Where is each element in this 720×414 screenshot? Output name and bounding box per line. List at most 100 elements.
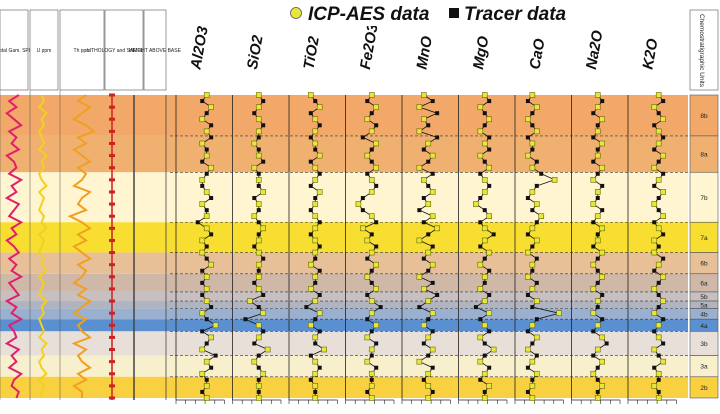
unit-cell-7a [689,221,719,253]
tracer-point-Al2O3 [200,183,205,188]
tracer-point-Fe2O3 [365,99,370,104]
icp-point-MgO [481,92,488,98]
tracer-point-Al2O3 [209,232,214,237]
icp-point-CaO [551,177,558,183]
tracer-point-MnO [417,305,422,310]
icp-point-TiO2 [312,249,319,256]
icp-point-MgO [486,213,493,219]
icp-point-Al2O3 [203,152,210,159]
icp-point-TiO2 [316,104,323,110]
icp-point-SiO2 [251,164,258,171]
icp-point-MnO [425,383,432,389]
icp-point-CaO [525,116,531,123]
icp-point-SiO2 [251,140,258,147]
log-header-box [0,9,29,91]
icp-point-CaO [533,334,540,341]
tracer-point-SiO2 [252,244,257,249]
unit-label-3a: 3a [700,364,708,371]
tracer-point-MnO [421,147,426,152]
tracer-point-Na2O [591,220,596,225]
icp-point-Fe2O3 [368,370,375,377]
icp-point-SiO2 [260,225,267,232]
icp-point-MgO [486,383,493,389]
icp-point-K2O [655,370,662,377]
icp-point-Al2O3 [203,189,210,195]
unit-band-3a [0,355,688,377]
tracer-point-Fe2O3 [365,389,370,394]
lithology-sample-marker [109,214,115,218]
tracer-point-Al2O3 [204,111,209,116]
icp-point-TiO2 [312,177,319,183]
icp-point-MgO [481,189,488,195]
tracer-point-TiO2 [308,183,313,188]
tracer-point-MnO [426,268,431,273]
icp-point-SiO2 [255,177,262,183]
legend-tracer-marker [449,8,459,18]
tracer-point-K2O [656,305,661,310]
icp-point-K2O [660,358,666,365]
tracer-point-MgO [482,341,487,346]
icp-point-Fe2O3 [364,116,371,123]
tracer-point-Al2O3 [200,280,205,285]
tracer-point-TiO2 [308,111,313,116]
gamma-log-thorium [67,94,97,398]
tracer-point-MnO [421,256,426,261]
tracer-point-MnO [430,99,435,104]
tracer-point-Fe2O3 [374,365,379,370]
icp-point-Fe2O3 [373,140,380,147]
tracer-point-TiO2 [313,99,318,104]
icp-point-Na2O [590,370,597,377]
icp-point-Fe2O3 [364,152,371,159]
lithology-sample-marker [109,299,115,303]
icp-point-CaO [529,286,536,292]
lithology-sample-marker [109,348,115,352]
icp-point-MnO [420,322,427,329]
icp-point-K2O [651,249,658,256]
icp-point-CaO [533,128,540,135]
icp-point-MnO [416,273,423,280]
tracer-point-SiO2 [256,305,261,310]
tracer-point-K2O [652,329,657,334]
icp-point-Al2O3 [199,237,206,244]
icp-point-Al2O3 [203,128,210,135]
tracer-point-Fe2O3 [360,196,365,201]
tracer-point-Na2O [591,329,596,334]
tracer-point-TiO2 [313,196,318,201]
icp-point-MgO [481,177,488,183]
tracer-point-Na2O [604,341,609,346]
icp-point-TiO2 [321,346,327,353]
tracer-point-Fe2O3 [369,232,374,237]
icp-point-MnO [416,104,423,110]
icp-point-Na2O [594,213,601,219]
icp-point-TiO2 [312,273,319,280]
tracer-point-MgO [487,292,492,297]
icp-point-TiO2 [312,116,319,123]
tracer-point-K2O [656,208,661,213]
icp-point-Al2O3 [212,322,219,329]
icp-point-K2O [651,286,658,292]
tracer-point-MgO [478,220,483,225]
lithology-sample-marker [109,129,115,133]
icp-point-Al2O3 [203,358,210,365]
unit-band-3b [0,331,688,356]
tracer-point-CaO [534,183,539,188]
tracer-point-MgO [478,317,483,322]
icp-point-MnO [429,213,436,219]
icp-point-MgO [481,140,488,147]
tracer-point-K2O [656,280,661,285]
icp-point-CaO [529,189,536,195]
tracer-point-TiO2 [317,244,322,249]
panel-title-MgO: MgO [470,35,493,71]
tracer-point-MnO [430,365,435,370]
tracer-point-SiO2 [252,280,257,285]
tracer-point-CaO [539,171,544,176]
unit-bands [0,95,688,398]
units-header: Chemostratigraphic Units [698,14,705,88]
unit-band-6b [0,252,688,274]
icp-point-MnO [434,225,440,232]
icp-point-TiO2 [307,286,314,292]
icp-point-TiO2 [312,298,319,304]
tracer-point-CaO [525,365,530,370]
tracer-point-CaO [530,341,535,346]
